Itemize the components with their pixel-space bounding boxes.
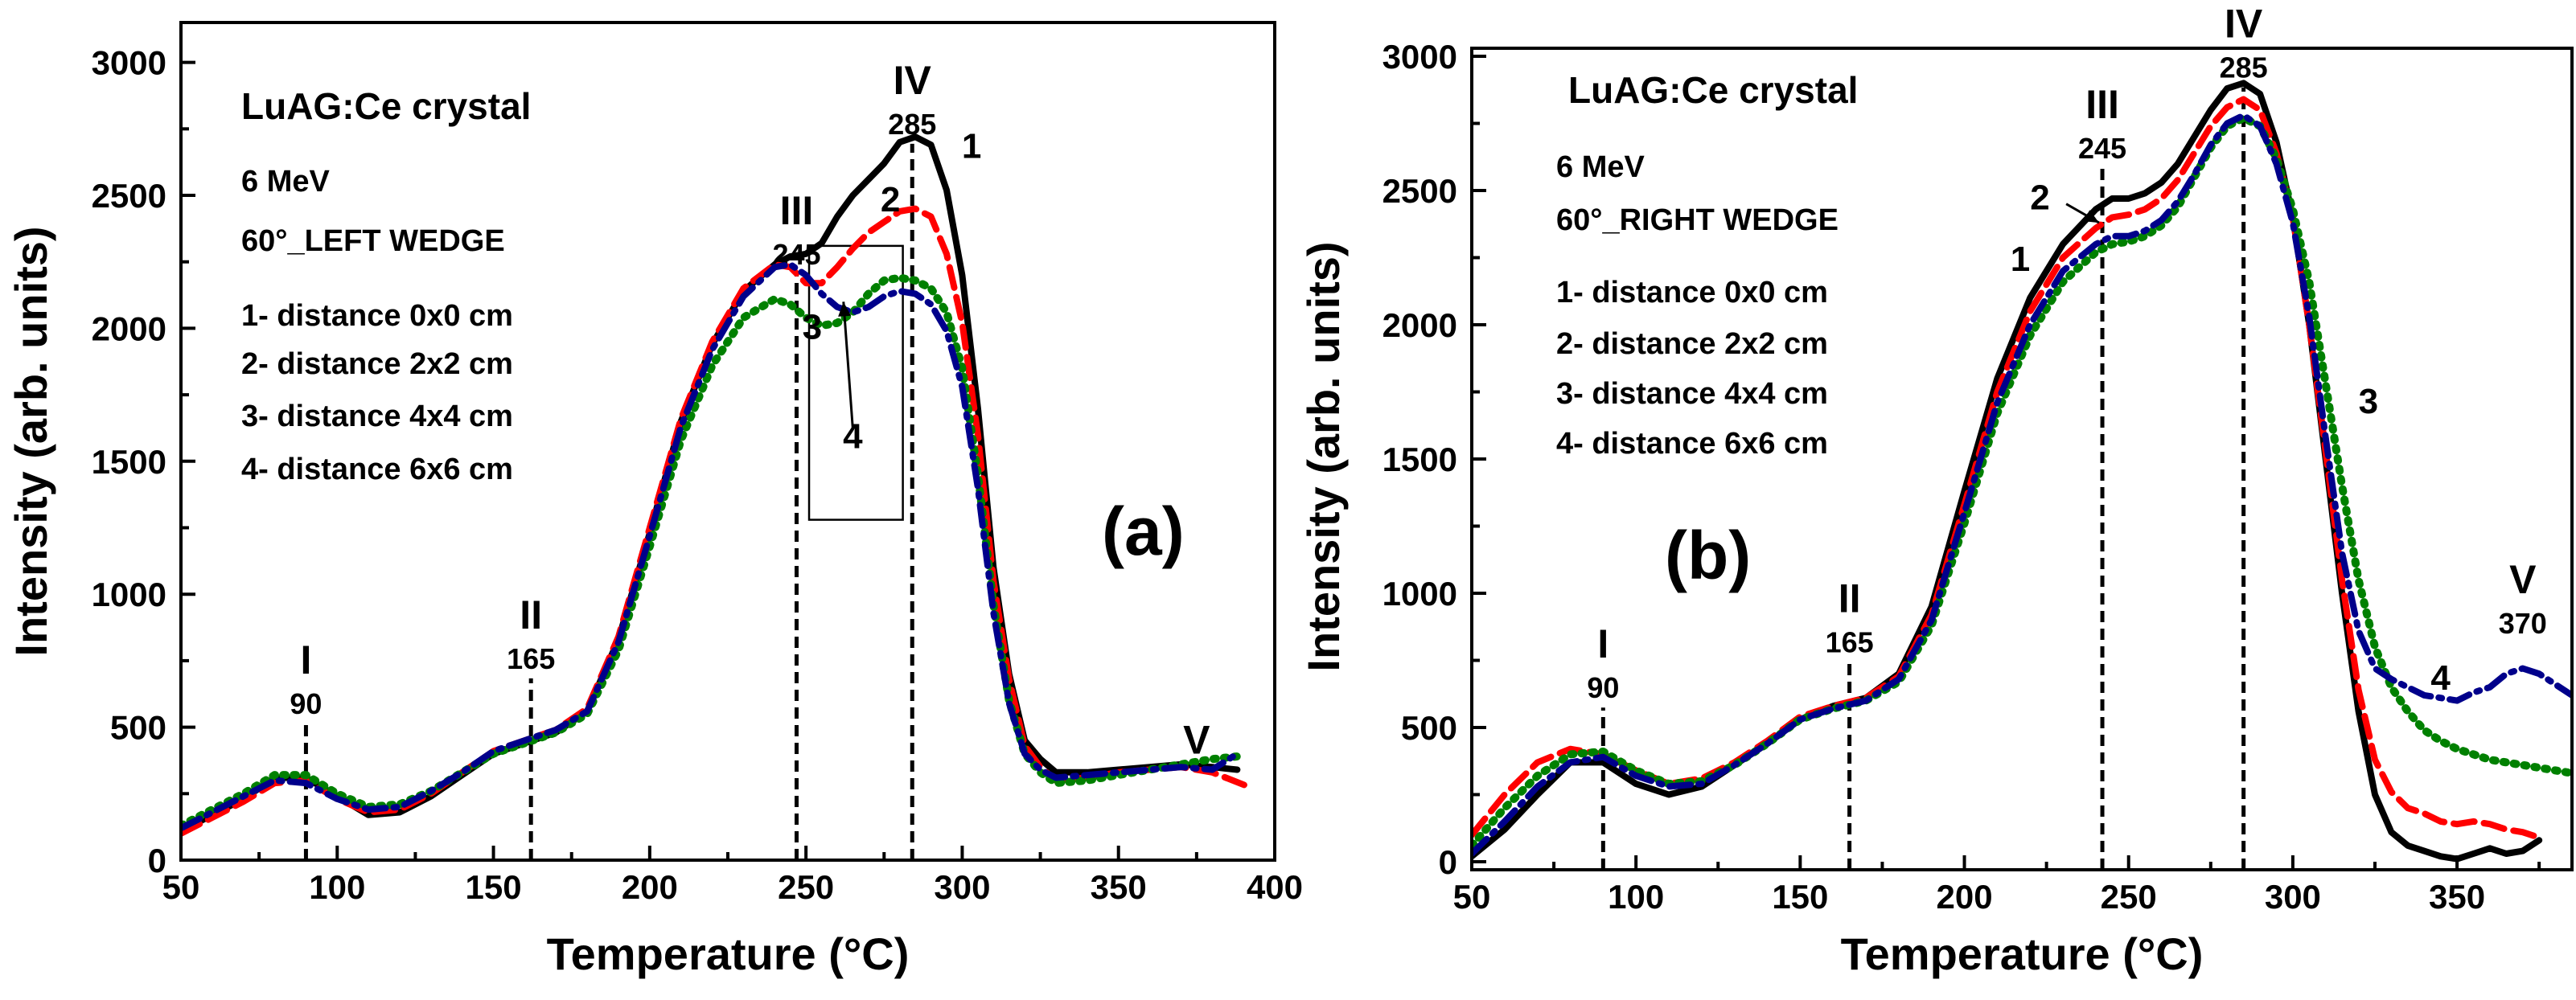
curve-label-a-1: 1 [962, 127, 981, 166]
x-tick-label: 200 [1936, 878, 1992, 916]
peak-temp-IV: 285 [2220, 51, 2268, 84]
annotation-arrowhead-a [838, 301, 852, 317]
peak-temp-I: 90 [1587, 671, 1619, 704]
y-tick-label: 2500 [1382, 172, 1457, 210]
x-tick-label: 100 [1608, 878, 1664, 916]
peak-label-V: V [2509, 557, 2537, 602]
x-tick-label: 400 [1247, 868, 1303, 906]
peak-label-II: II [520, 592, 542, 637]
peak-temp-III: 245 [2078, 132, 2126, 165]
x-tick-label: 200 [622, 868, 678, 906]
chart-panel-b: I 90 II 165 III 245 IV 285 V 370 12 3 4 50 100 150 200 2… [1298, 2, 2574, 979]
legend-entry-b-4: 4- distance 6x6 cm [1556, 427, 1828, 461]
legend-entry-b-3: 3- distance 4x4 cm [1556, 377, 1828, 411]
y-tick-label: 2500 [92, 177, 166, 215]
y-tick-label: 500 [1401, 709, 1457, 747]
x-tick-label: 300 [2265, 878, 2321, 916]
annotation-arrowhead-b [2083, 210, 2099, 223]
peak-temp-V: 370 [2499, 607, 2547, 640]
y-axis-label-a: Intensity (arb. units) [6, 226, 56, 656]
y-tick-label: 2000 [1382, 306, 1457, 344]
chart-title-a: LuAG:Ce crystal [241, 85, 531, 127]
y-tick-label: 3000 [1382, 38, 1457, 76]
wedge-label-b: 60°_RIGHT WEDGE [1556, 203, 1839, 237]
y-tick-label: 2000 [92, 309, 166, 347]
peak-label-IV: IV [894, 58, 932, 103]
y-tick-label: 1500 [92, 443, 166, 481]
curve-label-b-2: 2 [2030, 178, 2049, 217]
curve-label-a-2: 2 [881, 180, 900, 219]
x-tick-label: 250 [2101, 878, 2157, 916]
y-axis-label-b: Intensity (arb. units) [1298, 241, 1349, 671]
plot-content-b: I 90 II 165 III 245 IV 285 V 370 12 3 4 [1472, 2, 2572, 870]
y-tick-label: 1000 [92, 576, 166, 613]
x-tick-label: 100 [309, 868, 365, 906]
x-tick-label: 350 [1091, 868, 1147, 906]
panel-label-b: (b) [1665, 518, 1751, 593]
legend-entry-b-2: 2- distance 2x2 cm [1556, 327, 1828, 361]
x-tick-label: 300 [934, 868, 990, 906]
energy-label-a: 6 MeV [241, 165, 330, 199]
x-axis-label-b: Temperature (°C) [1841, 928, 2204, 979]
peak-temp-II: 165 [507, 642, 555, 675]
x-tick-label: 350 [2429, 878, 2485, 916]
panel-label-a: (a) [1102, 494, 1185, 569]
y-tick-label: 1500 [1382, 441, 1457, 478]
y-tick-label: 500 [110, 709, 166, 747]
x-tick-label: 150 [466, 868, 522, 906]
peak-temp-I: 90 [290, 687, 322, 720]
x-tick-label: 150 [1772, 878, 1828, 916]
energy-label-b: 6 MeV [1556, 150, 1645, 184]
legend-entry-b-1: 1- distance 0x0 cm [1556, 276, 1828, 309]
x-tick-label: 50 [162, 868, 200, 906]
curve-label-b-4: 4 [2430, 658, 2451, 698]
peak-label-III: III [780, 188, 814, 233]
axes-a: 50 100 150 200 250 300 350 400 0 500 1000 1500 2000 2… [92, 44, 1303, 906]
curve-label-b-1: 1 [2011, 240, 2030, 279]
axes-b: 50 100 150 200 250 300 350 0 500 1000 1500 2000 2500… [1382, 38, 2541, 916]
peak-label-III: III [2085, 82, 2119, 127]
x-axis-label-a: Temperature (°C) [547, 928, 910, 979]
legend-entry-a-1: 1- distance 0x0 cm [241, 299, 513, 333]
legend-entry-a-3: 3- distance 4x4 cm [241, 400, 513, 433]
peak-label-I: I [300, 637, 311, 682]
peak-label-V: V [1183, 718, 1210, 763]
curve-label-a-3: 3 [803, 308, 822, 347]
y-tick-label: 0 [148, 842, 166, 879]
legend-entry-a-4: 4- distance 6x6 cm [241, 453, 513, 486]
curve-label-b-3: 3 [2359, 382, 2378, 421]
series-line-a-4 [181, 261, 1241, 832]
annotation-arrow-a [842, 301, 854, 430]
wedge-label-a: 60°_LEFT WEDGE [241, 224, 505, 258]
peak-label-II: II [1839, 576, 1861, 621]
peak-temp-II: 165 [1826, 625, 1874, 658]
y-tick-label: 3000 [92, 44, 166, 82]
x-tick-label: 250 [778, 868, 834, 906]
x-tick-label: 50 [1453, 878, 1491, 916]
series-line-b-4 [1472, 112, 2572, 857]
chart-title-b: LuAG:Ce crystal [1568, 69, 1858, 111]
legend-entry-a-2: 2- distance 2x2 cm [241, 347, 513, 381]
peak-label-IV: IV [2225, 2, 2263, 47]
peak-label-I: I [1597, 621, 1608, 666]
y-tick-label: 1000 [1382, 575, 1457, 613]
y-tick-label: 0 [1439, 843, 1457, 881]
